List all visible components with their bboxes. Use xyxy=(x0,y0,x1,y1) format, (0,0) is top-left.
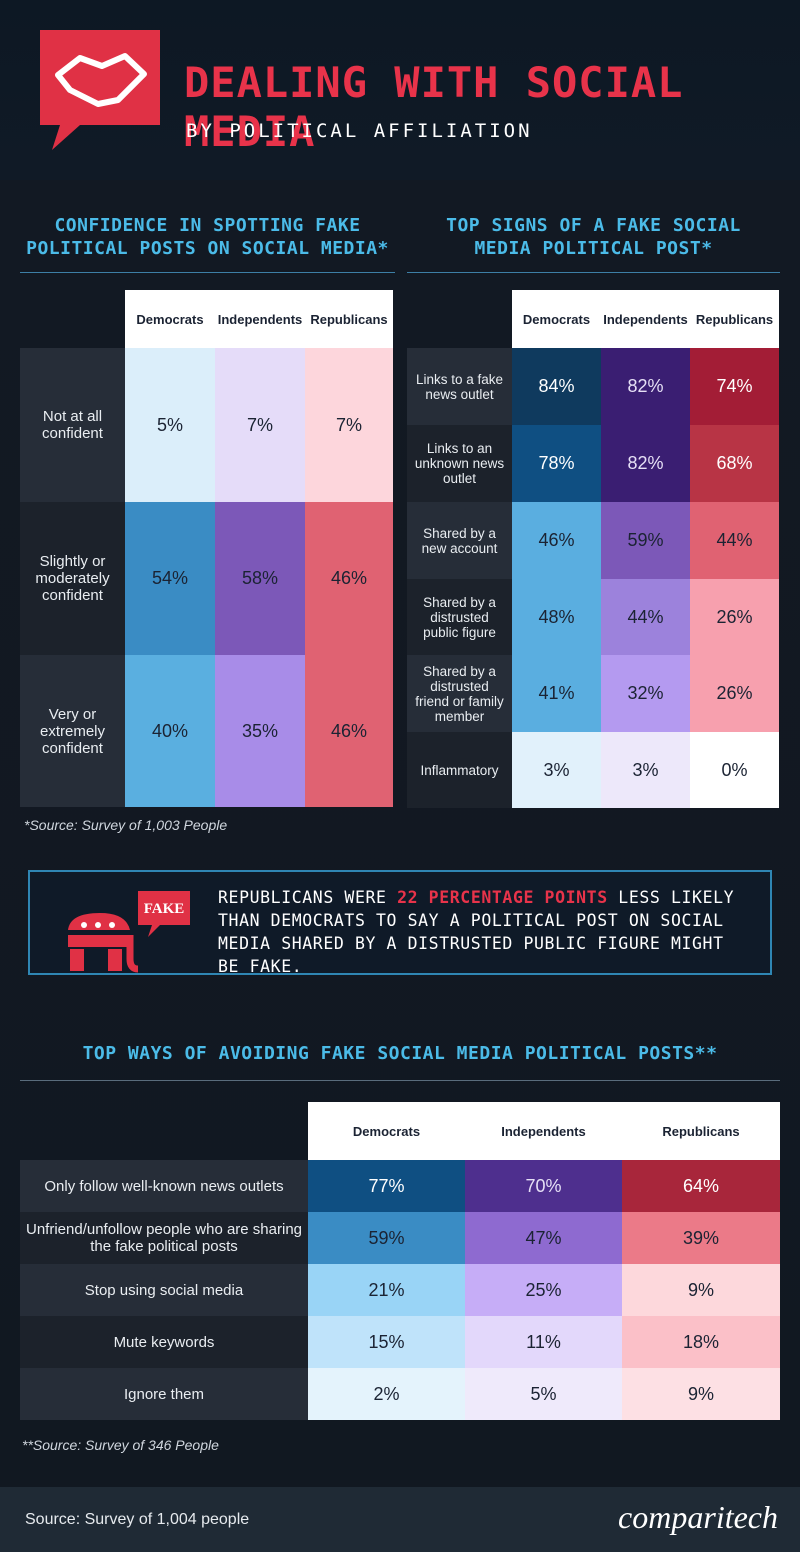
value-cell: 11% xyxy=(465,1316,622,1368)
column-header: Republicans xyxy=(305,290,393,348)
value-cell: 59% xyxy=(601,502,690,579)
row-label: Shared by a distrusted friend or family … xyxy=(407,655,512,732)
divider xyxy=(20,272,395,273)
value-cell: 78% xyxy=(512,425,601,502)
section-title: TOP WAYS OF AVOIDING FAKE SOCIAL MEDIA P… xyxy=(82,1043,718,1064)
value-cell: 82% xyxy=(601,348,690,425)
row-label: Shared by a distrusted public figure xyxy=(407,579,512,655)
value-cell: 44% xyxy=(601,579,690,655)
callout-text-part: REPUBLICANS WERE xyxy=(218,888,398,907)
title-line: CONFIDENCE IN SPOTTING FAKE xyxy=(54,215,361,236)
value-cell: 35% xyxy=(215,655,305,807)
column-header: Democrats xyxy=(512,290,601,348)
value-cell: 59% xyxy=(308,1212,465,1264)
row-label: Links to an unknown news outlet xyxy=(407,425,512,502)
value-cell: 2% xyxy=(308,1368,465,1420)
value-cell: 5% xyxy=(465,1368,622,1420)
title-line: POLITICAL POSTS ON SOCIAL MEDIA* xyxy=(26,238,389,259)
value-cell: 9% xyxy=(622,1368,780,1420)
value-cell: 3% xyxy=(601,732,690,808)
column-header: Democrats xyxy=(308,1102,465,1160)
value-cell: 84% xyxy=(512,348,601,425)
subtitle: BY POLITICAL AFFILIATION xyxy=(186,120,533,142)
value-cell: 32% xyxy=(601,655,690,732)
callout-text-part: LESS LIKELY THAN DEMOCRATS TO SAY A POLI… xyxy=(218,888,735,976)
row-label: Mute keywords xyxy=(20,1316,308,1368)
callout-highlight: 22 PERCENTAGE POINTS xyxy=(397,888,608,907)
value-cell: 3% xyxy=(512,732,601,808)
value-cell: 18% xyxy=(622,1316,780,1368)
value-cell: 44% xyxy=(690,502,779,579)
fake-label: FAKE xyxy=(144,901,185,917)
section-title: CONFIDENCE IN SPOTTING FAKE POLITICAL PO… xyxy=(20,214,395,260)
column-header: Independents xyxy=(601,290,690,348)
column-header: Democrats xyxy=(125,290,215,348)
value-cell: 26% xyxy=(690,655,779,732)
value-cell: 5% xyxy=(125,348,215,502)
column-header: Independents xyxy=(465,1102,622,1160)
value-cell: 64% xyxy=(622,1160,780,1212)
row-label: Not at all confident xyxy=(20,348,125,502)
value-cell: 26% xyxy=(690,579,779,655)
source-note: *Source: Survey of 1,003 People xyxy=(24,817,228,833)
value-cell: 39% xyxy=(622,1212,780,1264)
value-cell: 46% xyxy=(305,655,393,807)
row-label: Slightly or moderately confident xyxy=(20,502,125,655)
column-header: Independents xyxy=(215,290,305,348)
value-cell: 41% xyxy=(512,655,601,732)
value-cell: 0% xyxy=(690,732,779,808)
row-label: Stop using social media xyxy=(20,1264,308,1316)
footer xyxy=(0,1487,800,1552)
value-cell: 21% xyxy=(308,1264,465,1316)
value-cell: 74% xyxy=(690,348,779,425)
divider xyxy=(20,1080,780,1081)
value-cell: 47% xyxy=(465,1212,622,1264)
title-line: MEDIA POLITICAL POST* xyxy=(474,238,713,259)
value-cell: 15% xyxy=(308,1316,465,1368)
value-cell: 68% xyxy=(690,425,779,502)
handshake-icon xyxy=(40,30,160,150)
value-cell: 46% xyxy=(512,502,601,579)
section-title: TOP SIGNS OF A FAKE SOCIAL MEDIA POLITIC… xyxy=(407,214,780,260)
value-cell: 77% xyxy=(308,1160,465,1212)
title: DEALING WITH SOCIAL MEDIA xyxy=(184,58,684,156)
row-label: Inflammatory xyxy=(407,732,512,808)
logo: comparitech xyxy=(618,1499,778,1535)
row-label: Only follow well-known news outlets xyxy=(20,1160,308,1212)
title-line: TOP SIGNS OF A FAKE SOCIAL xyxy=(446,215,741,236)
value-cell: 58% xyxy=(215,502,305,655)
source-note: **Source: Survey of 346 People xyxy=(22,1437,219,1453)
row-label: Unfriend/unfollow people who are sharing… xyxy=(20,1212,308,1264)
elephant-icon: FAKE xyxy=(68,891,190,973)
column-header: Republicans xyxy=(690,290,779,348)
value-cell: 9% xyxy=(622,1264,780,1316)
value-cell: 40% xyxy=(125,655,215,807)
value-cell: 7% xyxy=(215,348,305,502)
row-label: Links to a fake news outlet xyxy=(407,348,512,425)
footer-source: Source: Survey of 1,004 people xyxy=(25,1511,250,1528)
value-cell: 82% xyxy=(601,425,690,502)
row-label: Very or extremely confident xyxy=(20,655,125,807)
value-cell: 7% xyxy=(305,348,393,502)
column-header: Republicans xyxy=(622,1102,780,1160)
value-cell: 25% xyxy=(465,1264,622,1316)
callout-text: REPUBLICANS WERE 22 PERCENTAGE POINTS LE… xyxy=(218,886,748,978)
value-cell: 48% xyxy=(512,579,601,655)
value-cell: 46% xyxy=(305,502,393,655)
value-cell: 70% xyxy=(465,1160,622,1212)
divider xyxy=(407,272,780,273)
value-cell: 54% xyxy=(125,502,215,655)
row-label: Shared by a new account xyxy=(407,502,512,579)
row-label: Ignore them xyxy=(20,1368,308,1420)
